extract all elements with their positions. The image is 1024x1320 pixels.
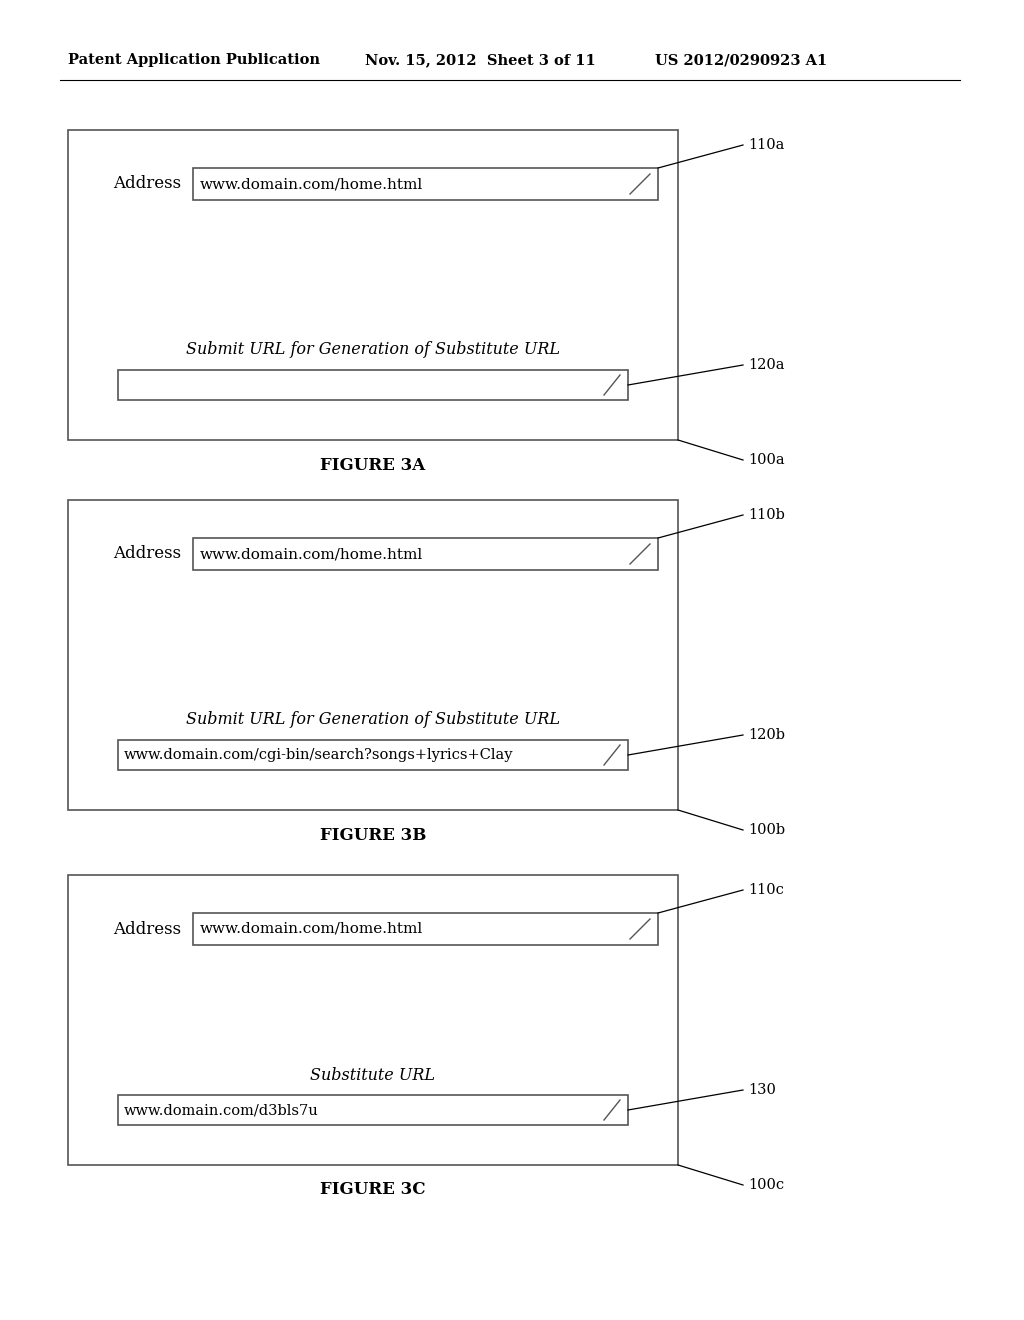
Bar bbox=[118, 370, 628, 400]
Text: www.domain.com/home.html: www.domain.com/home.html bbox=[200, 921, 423, 936]
Text: FIGURE 3B: FIGURE 3B bbox=[319, 826, 426, 843]
Text: Address: Address bbox=[113, 176, 181, 193]
Bar bbox=[68, 500, 678, 810]
Text: 130: 130 bbox=[748, 1082, 776, 1097]
Text: 120a: 120a bbox=[748, 358, 784, 372]
Text: Patent Application Publication: Patent Application Publication bbox=[68, 53, 319, 67]
Text: www.domain.com/home.html: www.domain.com/home.html bbox=[200, 177, 423, 191]
Text: www.domain.com/d3bls7u: www.domain.com/d3bls7u bbox=[124, 1104, 318, 1117]
Text: 100b: 100b bbox=[748, 822, 785, 837]
Text: FIGURE 3A: FIGURE 3A bbox=[321, 457, 426, 474]
Text: 110a: 110a bbox=[748, 139, 784, 152]
Bar bbox=[68, 129, 678, 440]
Text: Submit URL for Generation of Substitute URL: Submit URL for Generation of Substitute … bbox=[186, 342, 560, 359]
Text: US 2012/0290923 A1: US 2012/0290923 A1 bbox=[655, 53, 827, 67]
Text: www.domain.com/cgi-bin/search?songs+lyrics+Clay: www.domain.com/cgi-bin/search?songs+lyri… bbox=[124, 748, 513, 762]
Bar bbox=[193, 913, 658, 945]
Text: 120b: 120b bbox=[748, 729, 785, 742]
Bar bbox=[118, 1096, 628, 1125]
Bar bbox=[193, 539, 658, 570]
Text: Submit URL for Generation of Substitute URL: Submit URL for Generation of Substitute … bbox=[186, 711, 560, 729]
Text: Substitute URL: Substitute URL bbox=[310, 1067, 435, 1084]
Text: 100a: 100a bbox=[748, 453, 784, 467]
Text: Address: Address bbox=[113, 920, 181, 937]
Text: 110b: 110b bbox=[748, 508, 784, 521]
Text: FIGURE 3C: FIGURE 3C bbox=[321, 1181, 426, 1199]
Text: www.domain.com/home.html: www.domain.com/home.html bbox=[200, 546, 423, 561]
Text: 100c: 100c bbox=[748, 1177, 784, 1192]
Bar bbox=[118, 741, 628, 770]
Text: Nov. 15, 2012  Sheet 3 of 11: Nov. 15, 2012 Sheet 3 of 11 bbox=[365, 53, 596, 67]
Bar bbox=[193, 168, 658, 201]
Bar bbox=[68, 875, 678, 1166]
Text: 110c: 110c bbox=[748, 883, 784, 898]
Text: Address: Address bbox=[113, 545, 181, 562]
